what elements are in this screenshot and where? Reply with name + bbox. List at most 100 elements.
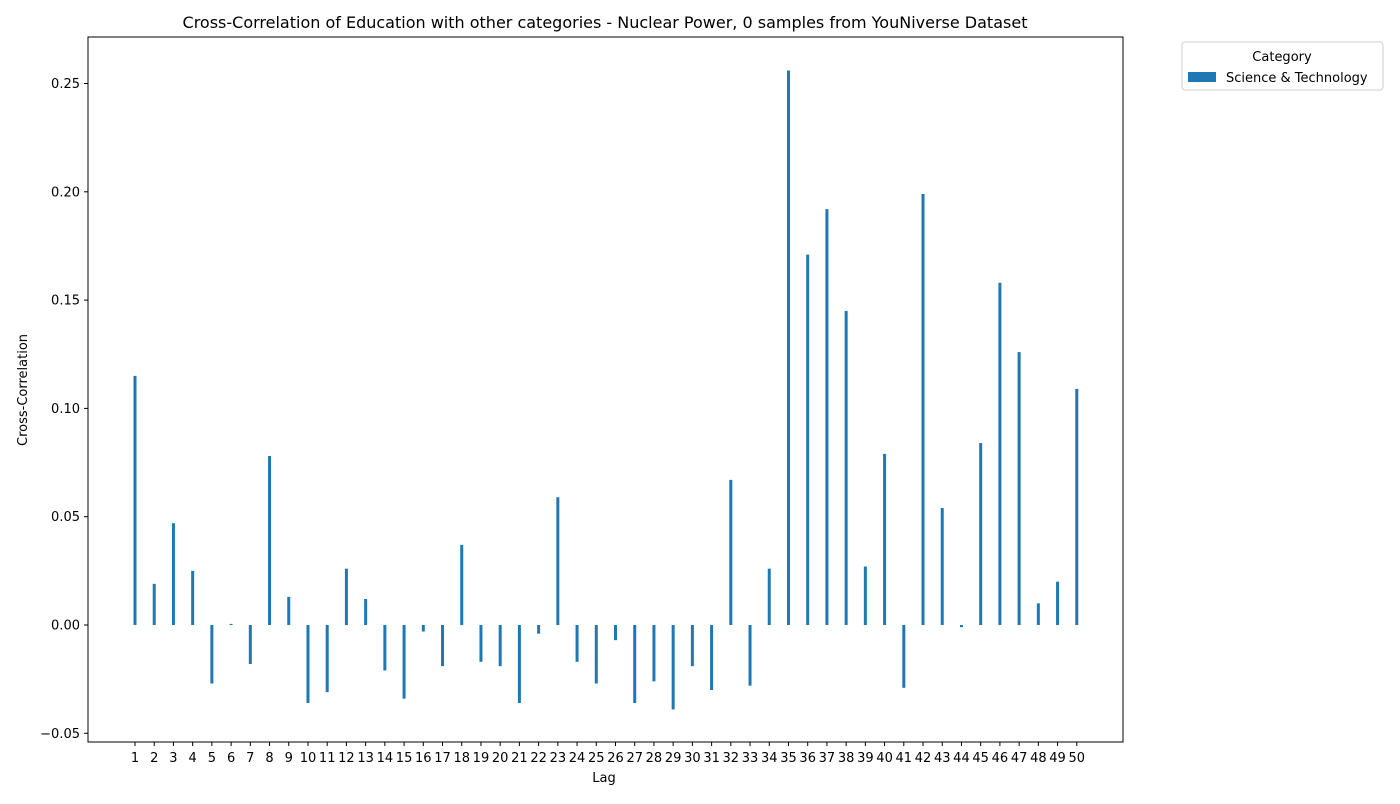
x-tick-label: 22 <box>530 751 547 766</box>
bar <box>306 625 310 703</box>
bar <box>1017 352 1021 625</box>
x-tick-label: 18 <box>453 751 470 766</box>
bar <box>479 625 483 662</box>
x-tick-label: 13 <box>357 751 374 766</box>
bar <box>902 625 906 688</box>
x-axis: 1 2 3 4 5 6 7 8 9 10 11 12 13 14 15 16 17 18 19 20 21 22 23 24 2… <box>131 742 1085 766</box>
bar <box>210 625 214 684</box>
bar <box>364 599 368 625</box>
bar <box>1075 388 1079 625</box>
x-tick-label: 5 <box>208 751 216 766</box>
x-tick-label: 44 <box>953 751 970 766</box>
x-tick-label: 7 <box>246 751 254 766</box>
bar <box>863 566 867 625</box>
bar <box>614 625 617 641</box>
x-axis-label: Lag <box>592 771 615 786</box>
bar <box>441 625 445 667</box>
bar <box>344 568 348 625</box>
x-tick-label: 27 <box>626 751 643 766</box>
y-tick-label: 0.00 <box>51 619 80 634</box>
bar <box>652 625 656 682</box>
bar <box>229 623 233 625</box>
bar <box>710 625 714 690</box>
x-tick-label: 43 <box>934 751 951 766</box>
x-tick-label: 35 <box>780 751 797 766</box>
x-tick-label: 20 <box>492 751 509 766</box>
plot-frame <box>87 36 1124 743</box>
x-tick-label: 36 <box>799 751 816 766</box>
bar <box>940 508 944 625</box>
y-tick-label: 0.20 <box>51 185 80 200</box>
bar <box>633 625 637 703</box>
bar <box>883 453 887 625</box>
y-tick-label: 0.05 <box>51 510 80 525</box>
bar <box>517 625 521 703</box>
bar <box>767 568 771 625</box>
x-tick-label: 17 <box>434 751 451 766</box>
x-tick-label: 2 <box>150 751 158 766</box>
x-tick-label: 26 <box>607 751 624 766</box>
x-tick-label: 45 <box>972 751 989 766</box>
x-tick-label: 34 <box>761 751 778 766</box>
bar <box>248 625 252 664</box>
legend-title: Category <box>1252 50 1312 65</box>
bar <box>498 625 502 667</box>
bar <box>133 375 137 625</box>
x-tick-label: 38 <box>838 751 855 766</box>
bar <box>594 625 598 684</box>
x-tick-label: 28 <box>646 751 663 766</box>
bar <box>421 625 425 632</box>
legend: Category Science & Technology <box>1181 41 1384 91</box>
x-tick-label: 12 <box>338 751 355 766</box>
x-tick-label: 30 <box>684 751 701 766</box>
x-tick-label: 39 <box>857 751 874 766</box>
legend-frame <box>1181 41 1384 91</box>
x-tick-label: 4 <box>189 751 197 766</box>
bar <box>825 209 829 626</box>
bar <box>729 479 733 625</box>
y-tick-label: 0.25 <box>51 77 80 92</box>
bar <box>402 625 406 699</box>
bar <box>921 193 925 625</box>
bar <box>690 625 694 667</box>
bar <box>537 625 541 634</box>
bar <box>671 625 675 710</box>
y-tick-label: −0.05 <box>40 727 80 742</box>
bar <box>786 70 790 625</box>
x-tick-label: 48 <box>1030 751 1047 766</box>
x-tick-label: 9 <box>285 751 293 766</box>
bar <box>191 570 195 625</box>
bar <box>1036 603 1040 625</box>
x-tick-label: 42 <box>915 751 932 766</box>
x-tick-label: 15 <box>396 751 413 766</box>
x-tick-label: 25 <box>588 751 605 766</box>
x-tick-label: 11 <box>319 751 336 766</box>
x-tick-label: 10 <box>300 751 317 766</box>
chart-title: Cross-Correlation of Education with othe… <box>183 13 1028 32</box>
x-tick-label: 47 <box>1011 751 1028 766</box>
x-tick-label: 16 <box>415 751 432 766</box>
x-tick-label: 29 <box>665 751 682 766</box>
bar <box>806 254 810 625</box>
bar <box>152 583 156 625</box>
bar <box>287 596 291 625</box>
x-tick-label: 19 <box>473 751 490 766</box>
y-axis-label: Cross-Correlation <box>16 334 31 446</box>
x-tick-label: 37 <box>819 751 836 766</box>
x-tick-label: 24 <box>569 751 586 766</box>
bar <box>268 456 272 625</box>
bar <box>460 544 464 625</box>
x-tick-label: 31 <box>703 751 720 766</box>
bar <box>844 310 848 625</box>
x-tick-label: 1 <box>131 751 139 766</box>
bar <box>325 625 329 693</box>
bar <box>171 523 175 625</box>
x-tick-label: 21 <box>511 751 528 766</box>
x-tick-label: 3 <box>169 751 177 766</box>
bar <box>748 625 752 686</box>
legend-entry-label: Science & Technology <box>1226 71 1368 86</box>
bar <box>575 625 579 662</box>
bar <box>556 497 560 625</box>
